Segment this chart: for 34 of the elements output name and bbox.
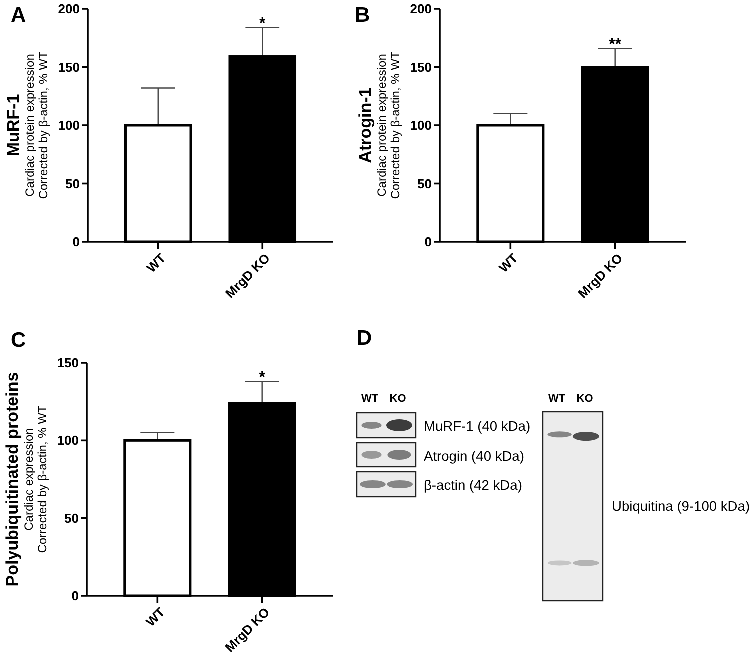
y-tick-label: 0 [424,234,432,250]
chart-title: C [11,329,26,352]
text: Atrogin (40 kDa) [424,448,524,464]
y-axis-title: MuRF-1 Cardiac protein expression Corrected by β-actin, % WT [4,51,50,200]
text: WT [548,392,566,405]
y-axis-title: Polyubiquitinated proteins Cardiac expression Corrected by β-actin, % WT [3,372,50,587]
y-tick-label: 50 [418,176,432,192]
y-tick-label: 50 [66,176,80,192]
text: KO [390,392,407,405]
text: Ubiquitina (9-100 kDa) [612,498,750,514]
text: WT [361,392,379,405]
y-tick-label: 150 [57,356,79,371]
chart-title: B [355,4,370,27]
y-tick-label: 50 [64,510,79,526]
chart-title: A [11,4,26,27]
x-tick-label: WT [496,250,522,276]
y-tick-label: 150 [410,60,432,75]
text: MuRF-1 (40 kDa) [424,418,531,434]
y-tick-label: 150 [58,60,80,75]
y-tick-label: 200 [58,2,80,17]
annotation: * [260,16,267,33]
y-tick-label: 0 [72,234,80,250]
annotation: ** [609,36,622,54]
y-tick-label: 200 [410,2,432,17]
y-tick-label: 100 [410,118,432,134]
text: β-actin (42 kDa) [424,478,522,493]
annotation: * [259,370,266,387]
x-tick-label: WT [144,250,169,276]
y-tick-label: 0 [72,588,79,604]
y-axis-title: Atrogin-1 Cardiac protein expression Corrected by β-actin, % WT [356,51,402,200]
text: KO [576,392,594,405]
y-tick-label: 100 [57,433,79,448]
text: D [357,327,372,350]
y-tick-label: 100 [58,118,80,134]
